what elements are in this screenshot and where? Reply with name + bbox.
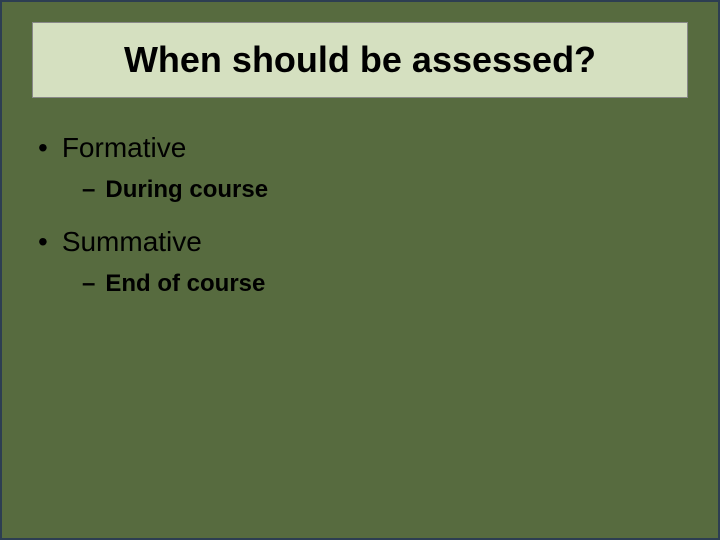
- bullet-text: Summative: [62, 224, 202, 260]
- bullet-item: • Summative: [38, 224, 682, 260]
- bullet-text: During course: [105, 174, 268, 205]
- bullet-marker: –: [82, 174, 95, 205]
- bullet-text: End of course: [105, 268, 265, 299]
- bullet-marker: –: [82, 268, 95, 299]
- slide-title: When should be assessed?: [57, 39, 663, 81]
- bullet-marker: •: [38, 130, 48, 166]
- bullet-item: • Formative: [38, 130, 682, 166]
- bullet-item: – End of course: [82, 268, 682, 299]
- bullet-marker: •: [38, 224, 48, 260]
- bullet-item: – During course: [82, 174, 682, 205]
- slide-content: • Formative – During course • Summative …: [38, 130, 682, 317]
- bullet-text: Formative: [62, 130, 186, 166]
- title-box: When should be assessed?: [32, 22, 688, 98]
